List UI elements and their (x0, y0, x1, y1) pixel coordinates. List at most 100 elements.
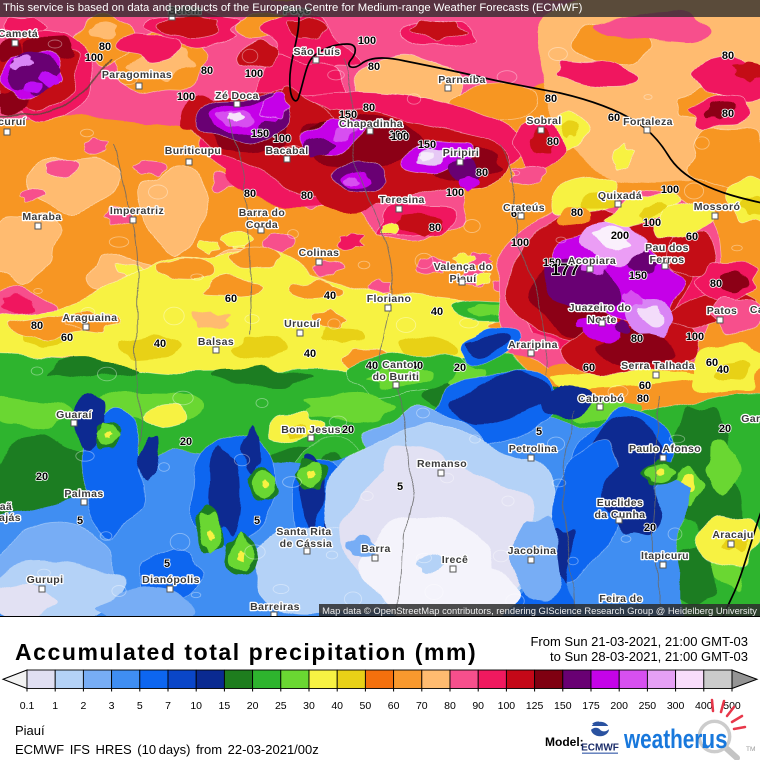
svg-text:Sobral: Sobral (526, 115, 561, 127)
svg-text:15: 15 (219, 700, 231, 712)
svg-text:Aracaju: Aracaju (712, 529, 753, 541)
svg-text:100: 100 (643, 217, 661, 229)
svg-text:100: 100 (273, 133, 291, 145)
svg-text:80: 80 (722, 108, 734, 120)
svg-text:500: 500 (723, 700, 741, 712)
svg-text:80: 80 (631, 333, 643, 345)
svg-text:20: 20 (36, 471, 48, 483)
svg-text:40: 40 (324, 290, 336, 302)
svg-text:50: 50 (360, 700, 372, 712)
svg-text:Itapicuru: Itapicuru (641, 550, 689, 562)
svg-text:Balsas: Balsas (198, 336, 234, 348)
svg-text:60: 60 (639, 380, 651, 392)
svg-text:Mossoró: Mossoró (694, 201, 741, 213)
svg-text:80: 80 (444, 700, 456, 712)
svg-text:Juazeiro do: Juazeiro do (569, 302, 632, 314)
svg-text:Dianópolis: Dianópolis (142, 574, 200, 586)
svg-text:150: 150 (339, 109, 357, 121)
svg-text:20: 20 (180, 436, 192, 448)
svg-text:60: 60 (61, 332, 73, 344)
svg-text:Gara: Gara (741, 413, 760, 425)
svg-text:60: 60 (686, 231, 698, 243)
svg-text:Barra do: Barra do (239, 207, 285, 219)
svg-text:Patos: Patos (707, 305, 738, 317)
svg-text:100: 100 (511, 237, 529, 249)
svg-text:40: 40 (331, 700, 343, 712)
svg-text:80: 80 (710, 278, 722, 290)
svg-text:80: 80 (545, 93, 557, 105)
svg-text:ajás: ajás (0, 512, 21, 524)
svg-text:80: 80 (99, 41, 111, 53)
svg-text:0.1: 0.1 (20, 700, 35, 712)
svg-text:40: 40 (431, 306, 443, 318)
svg-text:7: 7 (165, 700, 171, 712)
svg-text:Araripina: Araripina (508, 339, 558, 351)
svg-text:100: 100 (391, 131, 409, 143)
svg-text:30: 30 (303, 700, 315, 712)
svg-text:80: 80 (244, 188, 256, 200)
svg-text:80: 80 (476, 167, 488, 179)
svg-text:80: 80 (363, 102, 375, 114)
svg-text:100: 100 (85, 52, 103, 64)
svg-text:100: 100 (498, 700, 516, 712)
svg-text:20: 20 (719, 423, 731, 435)
svg-text:40: 40 (411, 360, 423, 372)
svg-text:Remanso: Remanso (417, 458, 467, 470)
svg-text:Quixadá: Quixadá (598, 190, 642, 202)
svg-text:100: 100 (389, 129, 407, 141)
svg-text:80: 80 (429, 222, 441, 234)
svg-text:60: 60 (583, 362, 595, 374)
svg-text:Piripiri: Piripiri (443, 147, 479, 159)
svg-text:aã: aã (0, 501, 12, 513)
svg-text:Petrolina: Petrolina (509, 443, 558, 455)
svg-text:Chapadinha: Chapadinha (339, 118, 403, 130)
svg-text:5: 5 (77, 515, 83, 527)
svg-text:Guaraí: Guaraí (56, 409, 92, 421)
svg-text:ECMWF: ECMWF (581, 743, 619, 754)
svg-text:250: 250 (639, 700, 657, 712)
svg-text:Floriano: Floriano (367, 293, 412, 305)
svg-text:300: 300 (667, 700, 685, 712)
svg-text:40: 40 (717, 364, 729, 376)
svg-text:150: 150 (418, 139, 436, 151)
svg-text:Canto: Canto (382, 359, 414, 371)
svg-text:80: 80 (722, 50, 734, 62)
svg-text:5: 5 (397, 481, 403, 493)
svg-text:Zé Doca: Zé Doca (215, 90, 259, 102)
svg-text:Valença do: Valença do (434, 261, 493, 273)
svg-text:90: 90 (472, 700, 484, 712)
svg-text:80: 80 (368, 61, 380, 73)
svg-text:70: 70 (416, 700, 428, 712)
svg-text:Irecê: Irecê (442, 554, 469, 566)
svg-text:150: 150 (554, 700, 572, 712)
svg-text:Barra: Barra (361, 543, 390, 555)
svg-text:Urucuí: Urucuí (284, 318, 320, 330)
svg-text:Paulo Afonso: Paulo Afonso (629, 443, 701, 455)
svg-text:100: 100 (245, 68, 263, 80)
svg-text:20: 20 (644, 522, 656, 534)
svg-text:20: 20 (247, 700, 259, 712)
svg-text:Maraba: Maraba (22, 211, 61, 223)
svg-text:Bom Jesus: Bom Jesus (281, 424, 341, 436)
svg-text:Euclides: Euclides (597, 497, 643, 509)
svg-text:Araguaina: Araguaina (63, 312, 118, 324)
svg-text:Bacabal: Bacabal (265, 145, 308, 157)
svg-text:5: 5 (164, 558, 170, 570)
svg-text:150: 150 (543, 257, 561, 269)
svg-text:175: 175 (582, 700, 600, 712)
svg-text:us: us (702, 724, 728, 754)
svg-text:80: 80 (301, 190, 313, 202)
svg-text:Parnaíba: Parnaíba (438, 74, 486, 86)
svg-text:10: 10 (190, 700, 202, 712)
svg-text:Crateús: Crateús (503, 202, 545, 214)
svg-text:200: 200 (611, 230, 629, 242)
svg-text:Fortaleza: Fortaleza (623, 116, 673, 128)
svg-text:Ferros: Ferros (649, 254, 684, 266)
svg-text:125: 125 (526, 700, 544, 712)
svg-text:150: 150 (251, 128, 269, 140)
svg-text:400: 400 (695, 700, 713, 712)
svg-text:Santa Rita: Santa Rita (276, 526, 331, 538)
svg-text:200: 200 (610, 700, 628, 712)
svg-text:80: 80 (637, 393, 649, 405)
svg-text:80: 80 (31, 320, 43, 332)
